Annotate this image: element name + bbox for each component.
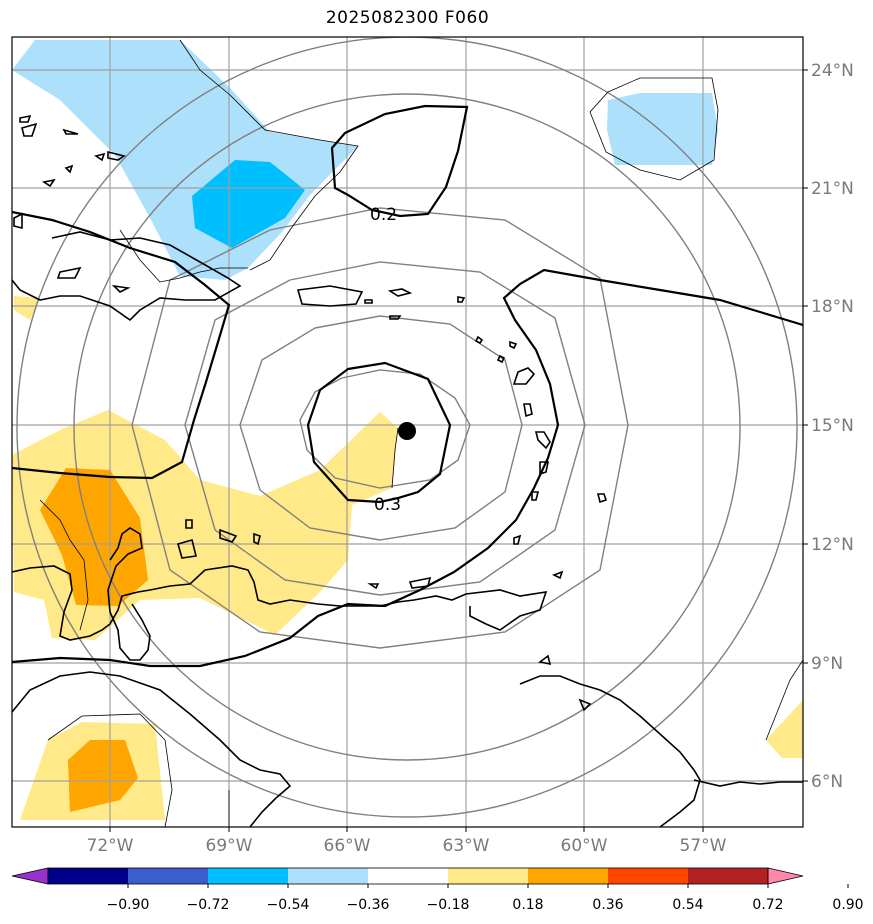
lon-label: 57°W: [680, 836, 727, 856]
lat-label: 12°N: [811, 535, 854, 555]
colorbar-tick-label: 0.36: [592, 897, 623, 913]
country-borders: [39, 39, 803, 827]
lat-label: 6°N: [811, 772, 843, 792]
colorbar-tick-label: −0.18: [427, 897, 470, 913]
contour-0.2-west: [12, 210, 231, 480]
range-rings: [16, 37, 798, 818]
tick-marks: [109, 69, 808, 832]
colorbar-tick-label: 0.72: [752, 897, 783, 913]
lon-label: 66°W: [324, 836, 371, 856]
colorbar-cell: [288, 868, 369, 884]
probability-contours: [12, 104, 803, 668]
contour-0.2-south: [12, 268, 803, 668]
colorbar-cell: [128, 868, 209, 884]
colorbar: −0.90 −0.72 −0.54 −0.36 −0.18 0.18 0.36 0.54 0.7…: [11, 867, 864, 913]
positive-field-fill: [12, 296, 803, 820]
coastlines: [12, 114, 803, 827]
colorbar-tick-label: −0.90: [107, 897, 150, 913]
lat-label: 15°N: [811, 416, 854, 436]
colorbar-tick-label: 0.90: [832, 897, 863, 913]
colorbar-tick-label: 0.54: [672, 897, 703, 913]
map-frame: [11, 36, 804, 828]
colorbar-tick-label: −0.54: [267, 897, 310, 913]
colorbar-cell: [208, 868, 289, 884]
lon-label: 69°W: [206, 836, 253, 856]
colorbar-cell: [608, 868, 689, 884]
map-title: 2025082300 F060: [325, 8, 490, 28]
lat-label: 24°N: [811, 61, 854, 81]
orange-area-caribbean: [40, 468, 148, 606]
colorbar-tick-label: −0.36: [347, 897, 390, 913]
contour-label-0.2: 0.2: [370, 205, 397, 225]
colorbar-tick-label: −0.72: [187, 897, 230, 913]
yellow-area-west-small: [14, 296, 40, 320]
lon-label: 63°W: [443, 836, 490, 856]
lon-label: 60°W: [561, 836, 608, 856]
yellow-area-east: [766, 700, 803, 758]
colorbar-extend-high: [767, 867, 804, 885]
colorbar-extend-low: [11, 867, 49, 885]
light-blue-area-northeast: [607, 93, 718, 165]
colorbar-cell: [368, 868, 449, 884]
contour-0.3: [306, 361, 452, 504]
storm-center-marker: [398, 422, 416, 440]
longitude-labels: 72°W 69°W 66°W 63°W 60°W 57°W: [87, 836, 727, 856]
colorbar-ticks: [127, 884, 849, 888]
lat-label: 21°N: [811, 179, 854, 199]
light-blue-area-northwest: [12, 40, 358, 280]
orange-area-south: [68, 740, 138, 812]
lat-label: 9°N: [811, 654, 843, 674]
colorbar-cell: [688, 868, 769, 884]
colorbar-cell: [48, 868, 129, 884]
map-panel: [12, 37, 803, 827]
lat-label: 18°N: [811, 297, 854, 317]
contour-label-0.3: 0.3: [374, 495, 401, 515]
colorbar-tick-label: 0.18: [512, 897, 543, 913]
lon-label: 72°W: [87, 836, 134, 856]
colorbar-cell: [448, 868, 529, 884]
blue-area-northwest: [192, 160, 305, 248]
colorbar-cell: [528, 868, 609, 884]
colorbar-tick-labels: −0.90 −0.72 −0.54 −0.36 −0.18 0.18 0.36 0.54 0.7…: [107, 897, 864, 913]
colorbar-cells: [48, 868, 769, 884]
contour-0.2-north: [330, 104, 469, 218]
latitude-labels: 24°N 21°N 18°N 15°N 12°N 9°N 6°N: [811, 61, 854, 792]
